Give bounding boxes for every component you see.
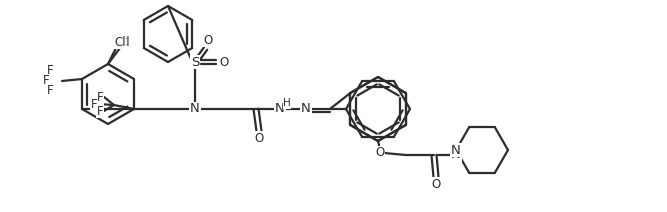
Text: Cl: Cl (118, 35, 130, 49)
Text: N: N (301, 102, 311, 116)
Text: O: O (376, 146, 385, 159)
Text: O: O (432, 177, 441, 191)
Text: F: F (91, 98, 97, 110)
Text: N: N (275, 102, 285, 114)
Text: Cl: Cl (114, 35, 126, 49)
Text: O: O (254, 131, 263, 145)
Text: N: N (190, 102, 200, 116)
Text: F: F (47, 85, 53, 98)
Text: F: F (47, 64, 53, 78)
Text: N: N (451, 148, 461, 162)
Text: O: O (219, 56, 229, 68)
Text: N: N (451, 144, 461, 156)
Text: F: F (43, 74, 49, 88)
Text: S: S (191, 56, 199, 68)
Text: F: F (97, 91, 103, 103)
Text: F: F (97, 105, 103, 117)
Text: O: O (203, 33, 213, 46)
Text: H: H (283, 98, 291, 108)
